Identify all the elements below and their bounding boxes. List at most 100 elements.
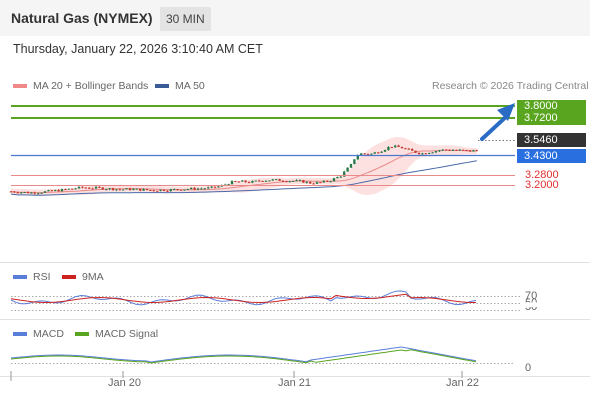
timeframe-button[interactable]: 30 MIN <box>160 7 211 31</box>
macd-legend-swatch <box>13 332 27 336</box>
candle-body <box>190 187 193 190</box>
r1-badge: 3.7200 <box>517 112 586 125</box>
candle-body <box>37 193 40 195</box>
candle-body <box>441 149 444 151</box>
candle-body <box>254 180 257 182</box>
candle-body <box>105 189 108 191</box>
candle-body <box>169 189 172 192</box>
candle-body <box>200 188 203 190</box>
candle-body <box>363 153 366 155</box>
candle-body <box>332 178 336 182</box>
candle-body <box>77 186 81 189</box>
candle-body <box>13 191 16 193</box>
candle-body <box>251 180 254 183</box>
macd-line <box>10 346 477 363</box>
candle-body <box>377 152 380 154</box>
candle-body <box>438 150 441 152</box>
candle-body <box>139 188 142 191</box>
candle-body <box>176 189 179 191</box>
x-label-jan20: Jan 20 <box>108 377 142 389</box>
candle-body <box>207 187 210 189</box>
candle-body <box>213 186 217 188</box>
candle-body <box>47 190 50 192</box>
candle-body <box>322 180 325 183</box>
candle-body <box>91 188 94 190</box>
header-bar: Natural Gas (NYMEX) 30 MIN <box>0 0 590 36</box>
candle-body <box>173 189 176 191</box>
candle-body <box>50 190 53 192</box>
candle-body <box>26 191 30 194</box>
candle-body <box>339 176 342 178</box>
candle-body <box>101 187 104 190</box>
candle-body <box>428 152 431 154</box>
candle-body <box>417 152 421 155</box>
candle-body <box>57 190 60 192</box>
candle-body <box>346 167 349 172</box>
candle-body <box>414 150 417 153</box>
ma20-legend-swatch <box>13 84 27 88</box>
candle-body <box>383 149 387 152</box>
candle-body <box>268 180 271 182</box>
rsi-legend-label: RSI <box>33 271 51 283</box>
candle-body <box>458 149 461 151</box>
candle-body <box>390 147 393 149</box>
candle-body <box>9 191 13 193</box>
candle-body <box>407 148 410 150</box>
candle-body <box>315 182 319 184</box>
candle-body <box>84 187 87 189</box>
candle-body <box>237 181 240 183</box>
ma20-line <box>10 149 477 194</box>
candle-body <box>244 180 247 183</box>
candle-body <box>295 180 298 182</box>
bollinger-bands <box>11 137 477 196</box>
candle-body <box>64 189 67 191</box>
candle-body <box>247 182 251 184</box>
candle-body <box>394 145 397 148</box>
macd-signal-line <box>10 349 477 364</box>
candle-body <box>111 188 115 191</box>
candle-body <box>326 180 329 182</box>
candle-body <box>275 179 278 181</box>
candle-body <box>115 189 118 191</box>
candle-body <box>74 188 77 190</box>
candle-body <box>411 148 414 151</box>
candle-body <box>98 186 101 188</box>
candle-body <box>81 186 84 188</box>
candle-body <box>118 189 121 191</box>
candle-body <box>227 184 230 186</box>
rsi-level-70: 70 <box>525 290 538 302</box>
candle-body <box>203 188 206 190</box>
candle-body <box>278 179 281 181</box>
candle-body <box>343 171 346 177</box>
candle-body <box>431 152 434 154</box>
candle-body <box>421 153 424 155</box>
candle-body <box>329 181 332 183</box>
candle-body <box>108 188 111 190</box>
candle-body <box>40 192 43 194</box>
s1-label: 3.2800 <box>525 169 559 181</box>
candle-body <box>135 188 138 190</box>
candle-body <box>302 180 305 183</box>
candle-body <box>472 150 475 152</box>
candle-body <box>380 151 383 153</box>
candle-body <box>455 149 458 151</box>
x-label-jan21: Jan 21 <box>278 377 312 389</box>
candle-body <box>258 180 261 182</box>
candle-body <box>67 188 70 190</box>
candle-body <box>241 180 244 182</box>
candle-body <box>71 188 74 190</box>
candle-body <box>234 180 237 182</box>
forecast-arrow-icon <box>480 103 515 141</box>
candle-body <box>353 159 356 165</box>
last-price-badge: 3.5460 <box>517 133 586 147</box>
candle-body <box>366 153 370 155</box>
candle-body <box>360 153 363 156</box>
pivot-badge: 3.4300 <box>517 149 586 163</box>
rsi-ma-legend-swatch <box>62 275 76 279</box>
candle-body <box>125 188 128 190</box>
candle-body <box>445 149 448 151</box>
candle-body <box>400 147 404 149</box>
candle-body <box>462 149 465 151</box>
candle-body <box>465 149 468 151</box>
candle-body <box>373 152 376 154</box>
